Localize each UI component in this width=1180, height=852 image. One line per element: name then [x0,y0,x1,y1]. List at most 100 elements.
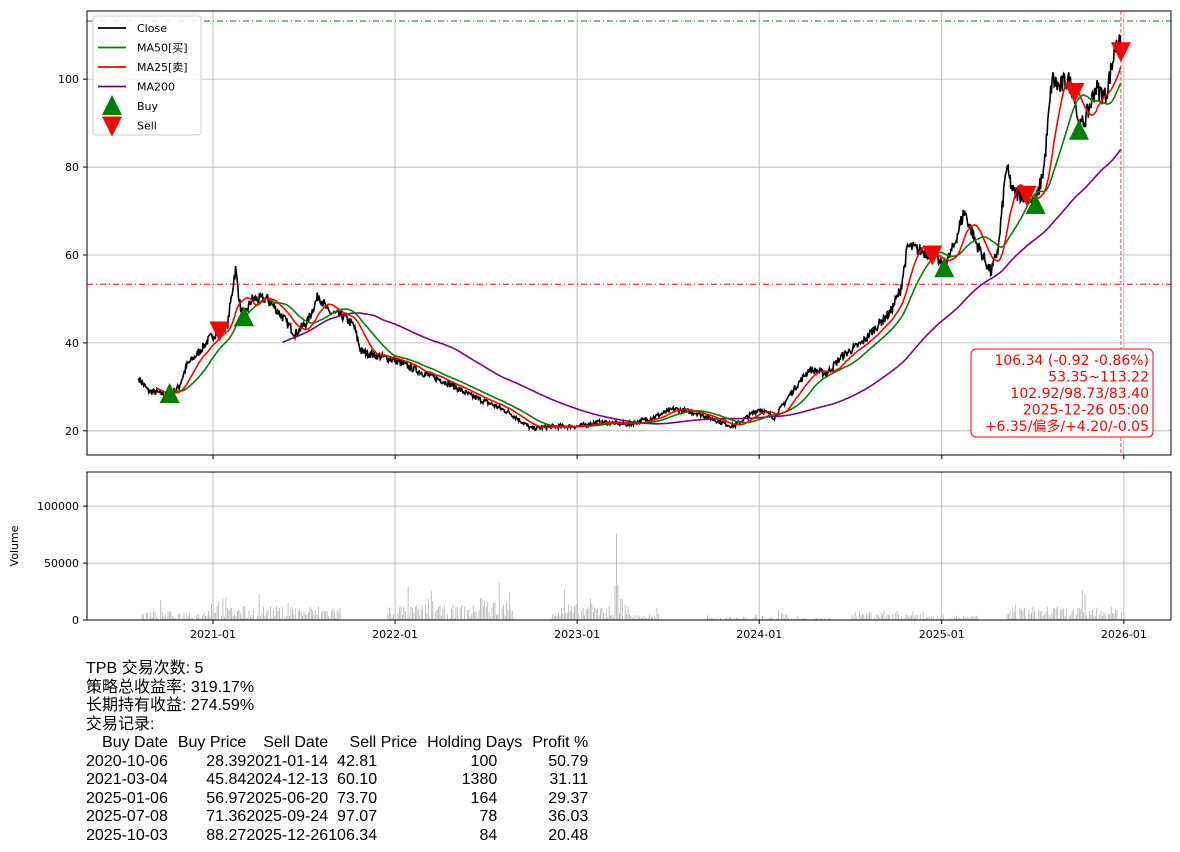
volume-bar [143,614,144,620]
cell-profit: 50.79 [548,752,589,770]
volume-bar [924,618,925,620]
volume-bar [786,614,788,620]
volume-bar [1022,611,1024,620]
volume-bar [817,618,818,620]
ma25-line [155,66,1122,429]
volume-bar [299,608,301,620]
volume-bar [277,610,279,620]
volume-bar [397,613,399,620]
volume-bar [876,614,878,620]
volume-bar [147,612,149,620]
volume-bar [598,615,600,620]
volume-bar [442,608,444,620]
volume-bar [449,617,451,620]
volume-bar [601,608,603,620]
volume-bar [863,614,865,620]
volume-bar [241,616,243,620]
volume-bar [793,618,795,620]
volume-bars [141,533,1122,620]
volume-bar [319,617,321,620]
header-buy-date: Buy Date [102,734,168,751]
volume-bar [329,617,331,620]
cell-buy-date: 2025-01-06 [86,789,168,807]
volume-bar [271,617,273,620]
volume-bar [1119,618,1121,620]
volume-bar [624,604,626,620]
volume-bar [316,614,318,620]
volume-bar [562,612,564,620]
volume-bar [743,616,745,620]
volume-bar [503,604,505,620]
legend-label: MA200 [137,81,175,94]
volume-bar [595,608,597,620]
volume-bar [621,599,623,620]
volume-bar [315,609,316,620]
volume-axis-label: Volume [8,525,21,566]
volume-bar [744,617,746,620]
volume-bar [229,608,231,620]
volume-bar [633,617,635,620]
volume-bar [302,616,303,620]
volume-bar [454,618,455,620]
volume-bar [164,614,166,620]
volume-bar [504,615,506,620]
volume-bar [506,602,507,620]
volume-bar [859,610,860,620]
volume-bar [1094,615,1096,620]
volume-bar [971,616,973,620]
volume-bar [481,598,483,620]
volume-bar [400,606,402,620]
volume-bar [759,617,761,620]
volume-bar [184,618,186,620]
buy-marker [233,306,254,327]
volume-bar [631,617,633,620]
cell-sell-price: 97.07 [337,808,378,825]
annotation-line: 102.92/98.73/83.40 [1010,386,1149,402]
volume-bar [224,616,225,620]
cell-sell-date: 2025-06-20 [246,789,329,807]
volume-bar [912,611,914,620]
volume-bar [490,618,491,620]
volume-bar [914,617,915,620]
volume-bar [1048,614,1050,620]
volume-bar [323,610,325,620]
volume-bar [1050,617,1051,620]
volume-bar [711,617,713,620]
volume-bar [1051,613,1053,620]
volume-bar [1021,609,1022,620]
volume-bar [614,585,616,620]
strategy-return: 策略总收益率: 319.17% [86,678,255,696]
volume-bar [724,618,726,620]
volume-bar [762,616,763,620]
volume-bar [310,608,312,620]
volume-bar [213,613,215,620]
volume-bar [922,611,924,620]
volume-bar [176,618,178,620]
volume-bar [426,613,428,620]
volume-bar [652,616,653,620]
volume-bar [712,618,714,620]
volume-bar [420,609,422,620]
volume-bar [501,606,503,620]
volume-bar [276,606,277,620]
volume-bar [1061,609,1063,620]
volume-bar [737,618,739,620]
volume-bar [569,611,571,620]
volume-bar [1103,612,1105,620]
cell-profit: 31.11 [549,771,589,788]
legend-label: Buy [137,100,159,113]
volume-bar [754,614,756,620]
volume-bar [441,616,442,620]
cell-holding-days: 1380 [461,771,498,788]
volume-bar [189,613,191,620]
volume-bar [1102,615,1103,620]
buy-marker [159,382,180,403]
cell-buy-price: 56.97 [206,789,247,807]
volume-bar [728,617,730,620]
volume-bar [869,612,870,620]
volume-bar [955,615,957,620]
price-panel-frame [86,10,1172,456]
volume-bar [211,603,212,620]
volume-bar [802,618,804,620]
volume-bar [274,615,276,620]
